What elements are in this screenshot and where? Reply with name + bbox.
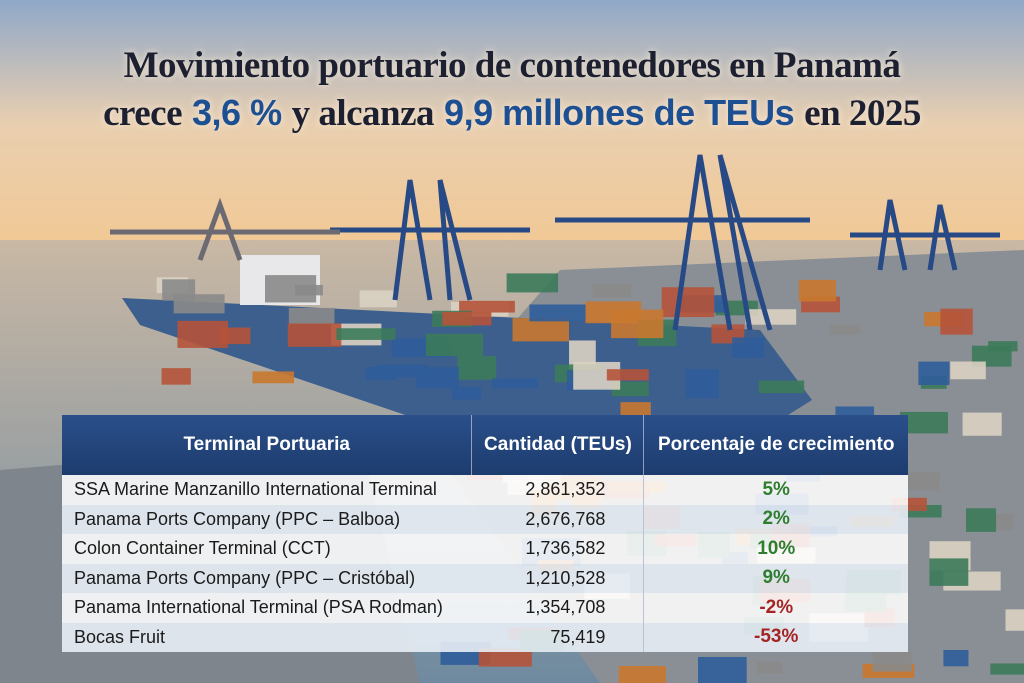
container-stack bbox=[685, 369, 719, 399]
container-stack bbox=[459, 300, 515, 313]
column-header: Porcentaje de crecimiento bbox=[643, 415, 908, 475]
title-line: crece 3,6 % y alcanza 9,9 millones de TEUs e… bbox=[0, 92, 1024, 135]
container-stack bbox=[950, 361, 986, 380]
container-stack bbox=[829, 324, 861, 335]
container-stack bbox=[457, 356, 497, 380]
container-stack bbox=[415, 367, 459, 389]
container-stack bbox=[592, 284, 632, 298]
container-stack bbox=[798, 279, 836, 302]
terminal-name: Panama Ports Company (PPC – Balboa) bbox=[62, 504, 472, 534]
container-stack bbox=[962, 412, 1002, 436]
table-row: SSA Marine Manzanillo International Term… bbox=[62, 475, 908, 505]
table-row: Panama International Terminal (PSA Rodma… bbox=[62, 593, 908, 623]
terminal-name: Panama International Terminal (PSA Rodma… bbox=[62, 593, 472, 623]
container-stack bbox=[872, 651, 912, 672]
container-stack bbox=[265, 275, 317, 303]
container-stack bbox=[940, 308, 973, 335]
crane bbox=[850, 199, 1000, 271]
container-stack bbox=[990, 663, 1024, 675]
container-stack bbox=[611, 309, 664, 339]
growth-percent: -53% bbox=[643, 622, 908, 652]
container-stack bbox=[611, 381, 649, 397]
container-stack bbox=[162, 279, 196, 301]
container-stack bbox=[966, 508, 997, 532]
container-stack bbox=[732, 337, 765, 358]
container-stack bbox=[506, 273, 559, 293]
container-stack bbox=[698, 656, 747, 683]
table-row: Panama Ports Company (PPC – Balboa) 2,676… bbox=[62, 504, 908, 534]
teu-quantity: 2,676,768 bbox=[471, 504, 645, 534]
terminal-name: SSA Marine Manzanillo International Term… bbox=[62, 475, 472, 505]
container-stack bbox=[492, 378, 538, 389]
title-segment: crece bbox=[103, 93, 183, 134]
growth-percent: 9% bbox=[643, 563, 908, 593]
column-header: Terminal Portuaria bbox=[62, 415, 473, 475]
container-stack bbox=[988, 341, 1018, 352]
container-stack bbox=[899, 411, 949, 434]
teu-quantity: 1,736,582 bbox=[471, 534, 645, 564]
container-stack bbox=[1005, 609, 1024, 631]
crane bbox=[555, 154, 810, 331]
container-stack bbox=[618, 665, 666, 683]
container-stack bbox=[177, 320, 228, 348]
container-stack bbox=[365, 367, 397, 380]
container-stack bbox=[478, 648, 532, 667]
cranes bbox=[110, 154, 1000, 331]
container-stack bbox=[929, 558, 969, 586]
container-stack bbox=[661, 287, 715, 318]
container-stack bbox=[359, 290, 397, 308]
container-stack bbox=[451, 387, 482, 400]
container-stack bbox=[442, 311, 492, 326]
container-stack bbox=[529, 304, 586, 322]
terminal-table: Terminal Portuaria Cantidad (TEUs) Porcent… bbox=[62, 415, 908, 652]
title-segment: 9,9 millones de TEUs bbox=[444, 92, 795, 133]
growth-percent: -2% bbox=[643, 593, 908, 623]
teu-quantity: 75,419 bbox=[471, 622, 645, 652]
teu-quantity: 1,354,708 bbox=[471, 593, 645, 623]
crane bbox=[110, 197, 340, 261]
teu-quantity: 1,210,528 bbox=[471, 563, 645, 593]
container-stack bbox=[425, 333, 484, 357]
table-row: Bocas Fruit 75,419 -53% bbox=[62, 622, 908, 652]
container-stack bbox=[943, 649, 969, 667]
growth-percent: 2% bbox=[643, 504, 908, 534]
container-stack bbox=[220, 327, 251, 345]
table-row: Colon Container Terminal (CCT) 1,736,582 1… bbox=[62, 534, 908, 564]
teu-quantity: 2,861,352 bbox=[471, 475, 645, 505]
container-stack bbox=[606, 369, 649, 381]
title-segment: y alcanza bbox=[291, 93, 435, 134]
table-body: SSA Marine Manzanillo International Term… bbox=[62, 475, 908, 652]
title-segment: 3,6 % bbox=[192, 92, 282, 133]
table-row: Panama Ports Company (PPC – Cristóbal) 1,… bbox=[62, 563, 908, 593]
container-stack bbox=[758, 380, 805, 394]
container-stack bbox=[918, 361, 950, 386]
title-segment: en 2025 bbox=[804, 93, 921, 134]
container-stack bbox=[512, 318, 570, 342]
container-stack bbox=[756, 661, 783, 674]
container-stack bbox=[161, 368, 191, 385]
container-stack bbox=[287, 323, 342, 347]
terminal-name: Bocas Fruit bbox=[62, 622, 472, 652]
column-header: Cantidad (TEUs) bbox=[471, 415, 645, 475]
container-stack bbox=[288, 307, 335, 325]
container-stack bbox=[336, 328, 396, 340]
title-line: Movimiento portuario de contenedores en … bbox=[123, 45, 901, 86]
crane bbox=[330, 179, 530, 301]
container-stack bbox=[252, 371, 295, 384]
growth-percent: 10% bbox=[643, 534, 908, 564]
sky bbox=[0, 0, 1024, 250]
growth-percent: 5% bbox=[643, 475, 908, 505]
terminal-name: Colon Container Terminal (CCT) bbox=[62, 534, 472, 564]
container-stack bbox=[745, 309, 797, 325]
header-row: Terminal Portuaria Cantidad (TEUs) Porcent… bbox=[62, 415, 908, 475]
terminal-name: Panama Ports Company (PPC – Cristóbal) bbox=[62, 563, 472, 593]
